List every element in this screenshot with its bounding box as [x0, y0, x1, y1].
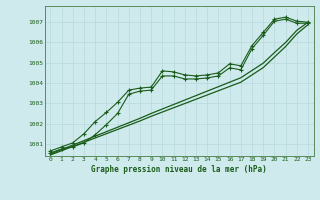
X-axis label: Graphe pression niveau de la mer (hPa): Graphe pression niveau de la mer (hPa): [91, 165, 267, 174]
